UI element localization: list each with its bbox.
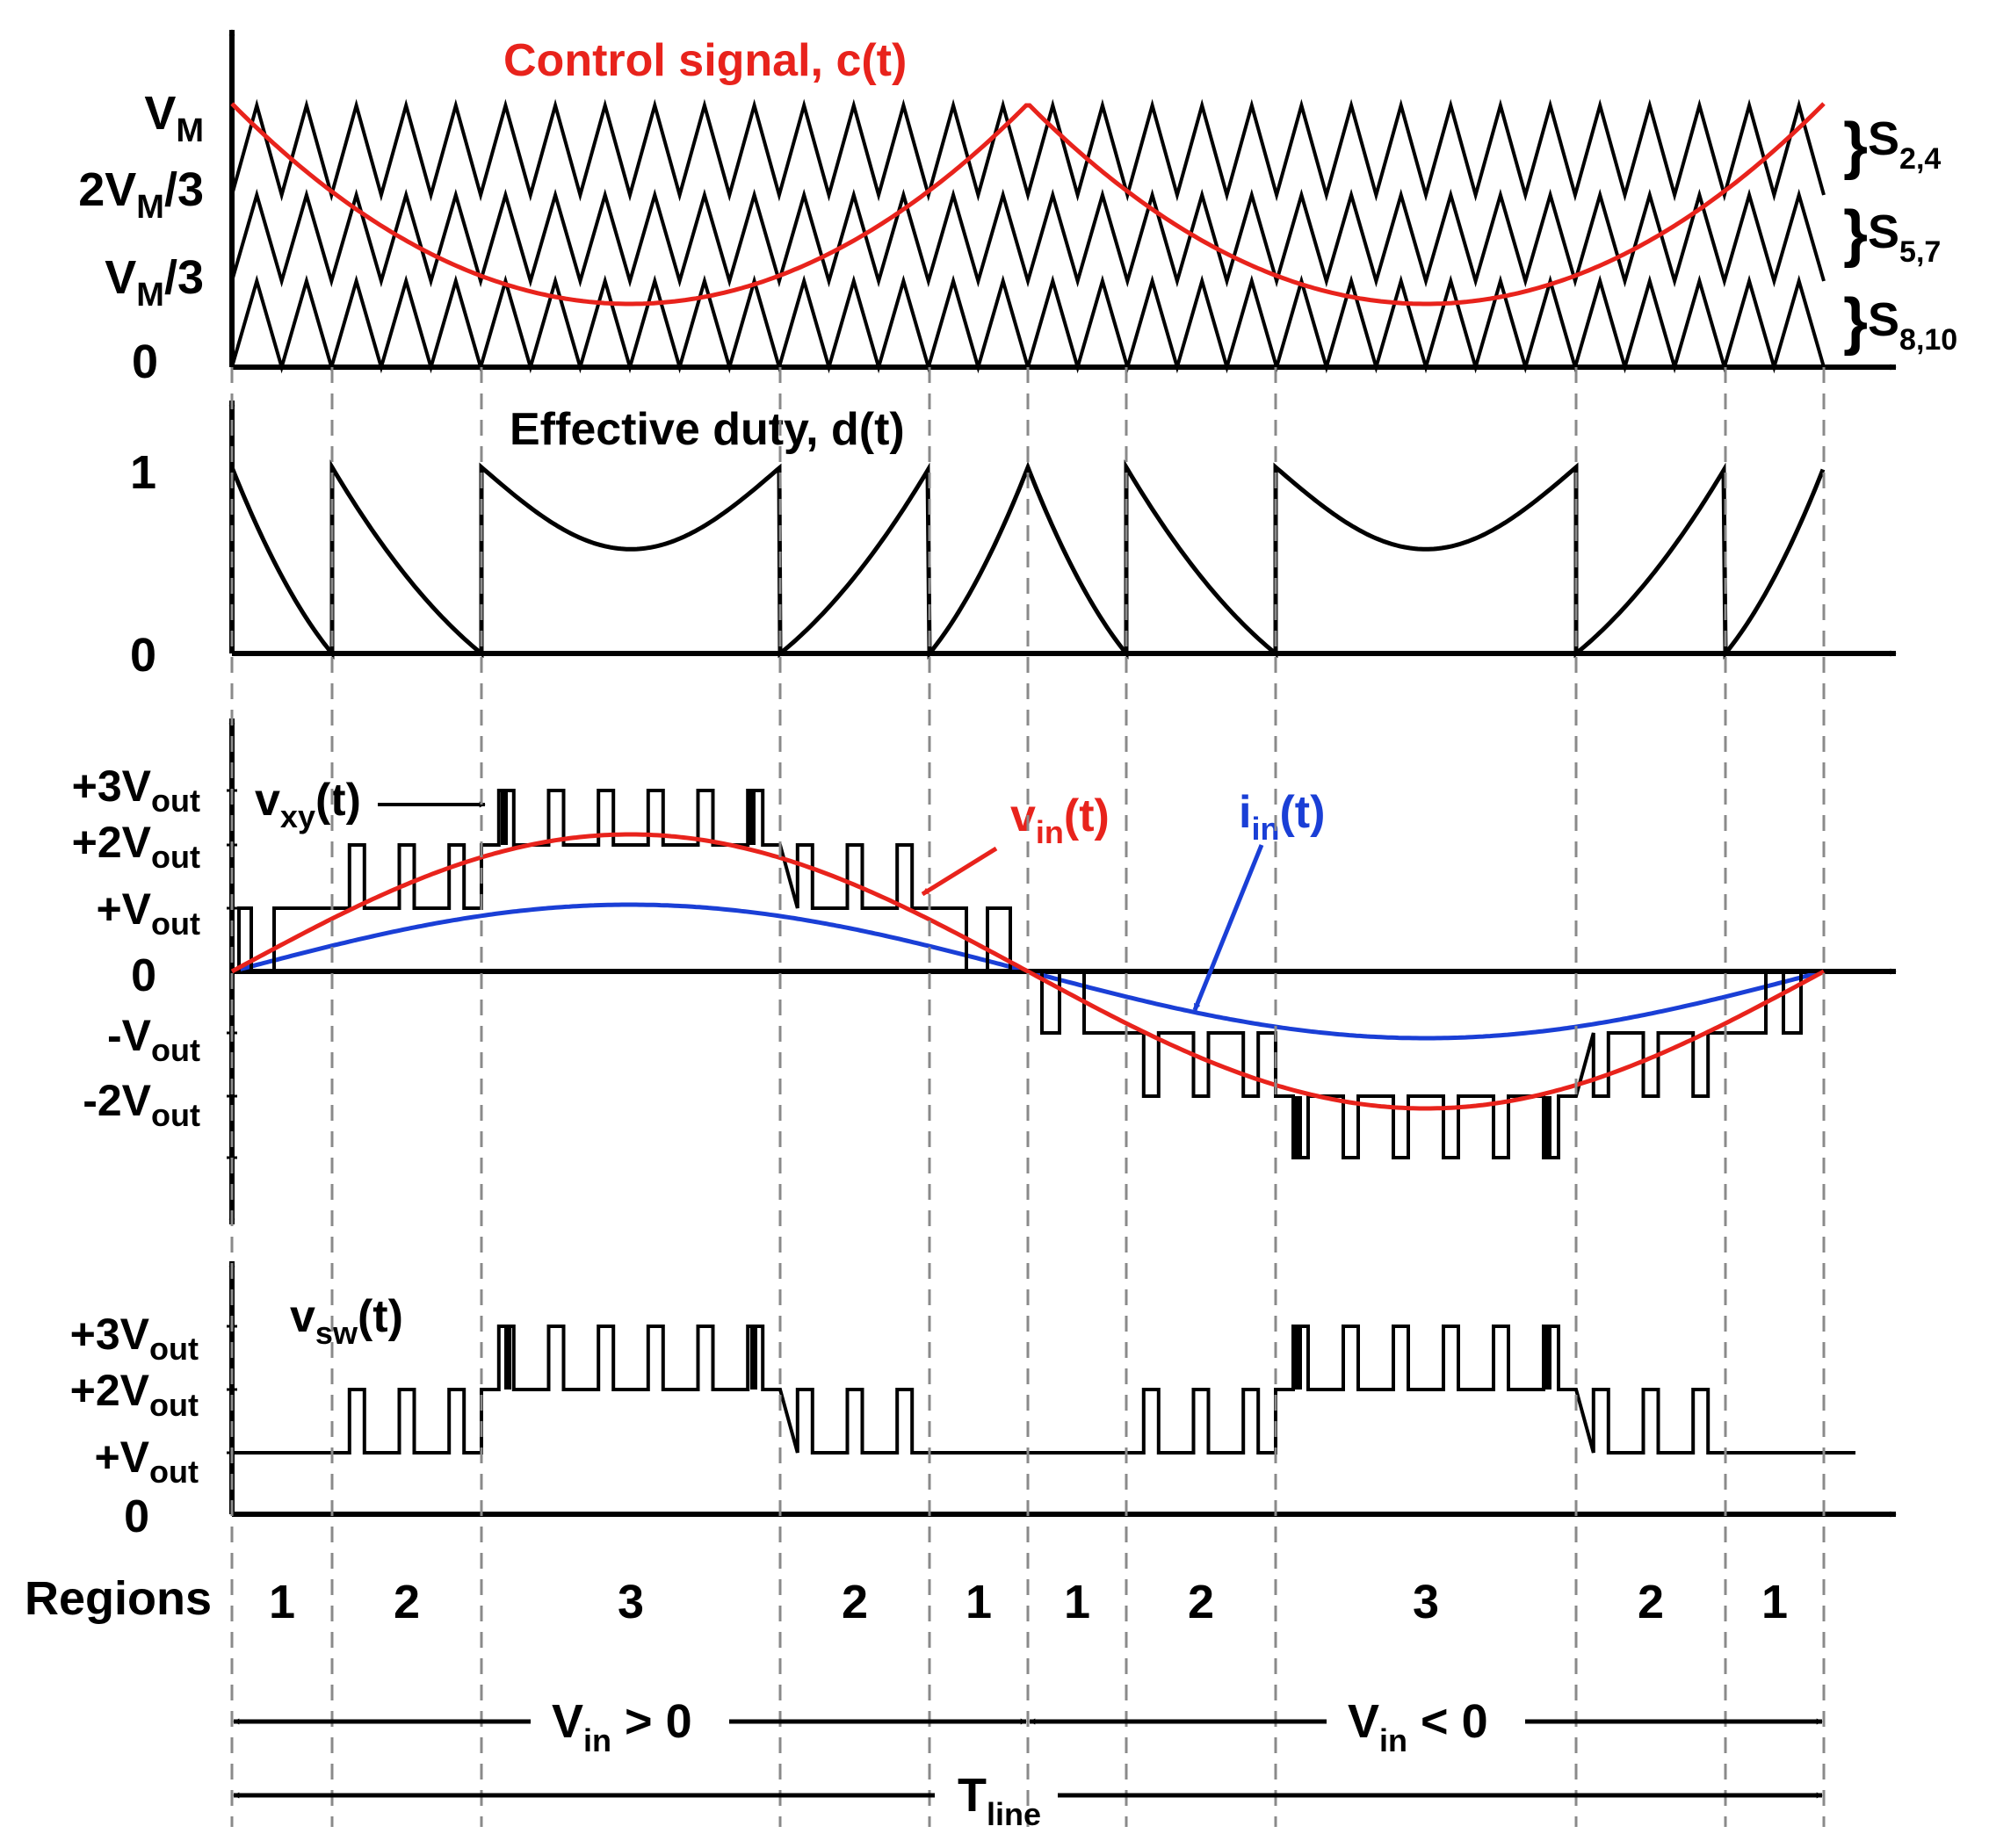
vsw-narrow-pulses xyxy=(504,1326,1551,1390)
region-number-6: 1 xyxy=(1064,1576,1090,1628)
duty-tick-one: 1 xyxy=(130,446,156,499)
iin-label: iin(t) xyxy=(1239,787,1325,847)
vsw-tick-vout: +Vout xyxy=(94,1433,199,1490)
svg-text:S2,4: S2,4 xyxy=(1868,112,1941,176)
region-number-1: 1 xyxy=(269,1576,295,1628)
vxy-tick-neg-2vout: -2Vout xyxy=(83,1076,200,1133)
region-number-7: 2 xyxy=(1188,1576,1214,1628)
vsw-tick-2vout: +2Vout xyxy=(70,1366,199,1423)
vxy-panel: +3Vout +2Vout +Vout 0 -Vout -2Vout vxy(t… xyxy=(72,718,1897,1225)
region-number-5: 1 xyxy=(966,1576,992,1628)
region-number-8: 3 xyxy=(1413,1576,1439,1628)
switch-group-s810: S xyxy=(1868,293,1899,346)
vxy-tick-3vout: +3Vout xyxy=(72,762,200,819)
switch-group-s57: S xyxy=(1868,206,1899,258)
region-numbers: 1 2 3 2 1 1 2 3 2 1 xyxy=(269,1576,1788,1628)
effective-duty-curve xyxy=(229,458,1826,661)
interval-arrows: Vin > 0 Vin < 0 Tline xyxy=(233,1695,1823,1832)
svg-text:}: } xyxy=(1843,199,1868,269)
vxy-tick-zero: 0 xyxy=(131,950,156,1001)
switch-group-brace-top: } S2,4 xyxy=(1843,111,1941,181)
region-number-3: 3 xyxy=(618,1576,644,1628)
tick-two-thirds-vm: 2VM/3 xyxy=(78,163,204,226)
duty-tick-zero: 0 xyxy=(130,629,156,682)
tick-vm: VM xyxy=(144,87,204,149)
regions-title: Regions xyxy=(25,1572,212,1625)
region-number-9: 2 xyxy=(1638,1576,1664,1628)
input-voltage-curve xyxy=(230,832,1826,1111)
control-signal-curve xyxy=(230,102,1826,307)
region-number-2: 2 xyxy=(394,1576,420,1628)
svg-text:S8,10: S8,10 xyxy=(1868,293,1957,357)
vsw-waveform xyxy=(232,1325,1855,1455)
svg-text:}: } xyxy=(1843,111,1868,181)
tick-carrier-zero: 0 xyxy=(132,336,158,388)
tline-label: Tline xyxy=(958,1769,1041,1832)
region-number-10: 1 xyxy=(1761,1576,1788,1628)
iin-label-arrow xyxy=(1192,844,1264,1011)
duty-title: Effective duty, d(t) xyxy=(510,404,905,455)
switch-group-brace-bottom: } S8,10 xyxy=(1843,286,1957,357)
switch-group-s24: S xyxy=(1868,112,1899,165)
carrier-wave-middle xyxy=(230,188,1826,288)
vsw-label: vsw(t) xyxy=(290,1291,403,1351)
carrier-panel: Control signal, c(t) VM 2VM/3 VM/3 0 } S… xyxy=(78,29,1957,388)
svg-text:}: } xyxy=(1843,286,1868,357)
vxy-tick-neg-vout: -Vout xyxy=(107,1011,200,1068)
vin-label-arrow xyxy=(921,846,998,897)
region-boundary-guides xyxy=(230,367,1826,1827)
vin-negative-label: Vin < 0 xyxy=(1348,1695,1488,1758)
vxy-tick-2vout: +2Vout xyxy=(72,818,200,875)
svg-text:S5,7: S5,7 xyxy=(1868,206,1941,269)
control-signal-title: Control signal, c(t) xyxy=(503,35,907,86)
vxy-label: vxy(t) xyxy=(255,775,361,834)
vxy-tick-vout: +Vout xyxy=(96,884,200,942)
region-number-4: 2 xyxy=(842,1576,868,1628)
switch-group-brace-middle: } S5,7 xyxy=(1843,199,1941,269)
regions-row: Regions 1 2 3 2 1 1 2 3 2 1 xyxy=(25,1572,1788,1628)
vin-positive-label: Vin > 0 xyxy=(552,1695,692,1758)
vsw-tick-3vout: +3Vout xyxy=(70,1310,199,1367)
duty-panel: Effective duty, d(t) 1 0 xyxy=(130,400,1897,682)
vxy-narrow-pulses xyxy=(501,790,1551,1158)
vsw-panel: vsw(t) +3Vout +2Vout +Vout 0 xyxy=(70,1260,1897,1542)
tick-one-third-vm: VM/3 xyxy=(105,251,204,314)
carrier-wave-top xyxy=(230,98,1826,202)
vsw-tick-zero: 0 xyxy=(124,1491,149,1542)
carrier-wave-bottom xyxy=(230,274,1826,374)
vin-label: vin(t) xyxy=(1010,790,1110,850)
